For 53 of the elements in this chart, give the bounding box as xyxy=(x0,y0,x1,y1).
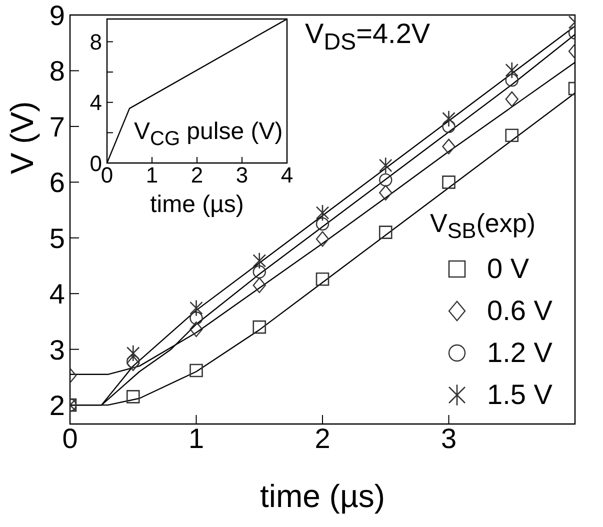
x-tick-label: 3 xyxy=(440,422,457,454)
x-tick-label: 2 xyxy=(314,422,330,454)
point xyxy=(316,272,330,286)
point xyxy=(442,110,456,128)
legend-label: 0.6 V xyxy=(487,295,552,328)
y-tick-label: 5 xyxy=(49,222,65,254)
point xyxy=(190,300,203,317)
point xyxy=(505,62,519,79)
point xyxy=(378,157,392,174)
point xyxy=(505,91,518,107)
point xyxy=(378,226,392,239)
point xyxy=(316,204,330,222)
x-axis-title: time (µs) xyxy=(150,191,244,218)
point xyxy=(252,320,266,334)
point xyxy=(252,265,266,278)
point xyxy=(190,364,203,378)
point xyxy=(505,128,519,142)
legend-label: 1.2 V xyxy=(487,337,552,370)
point xyxy=(252,252,266,270)
x-axis-title: time (µs) xyxy=(260,478,386,514)
point xyxy=(379,184,392,201)
y-tick-label: 6 xyxy=(49,167,65,198)
point xyxy=(442,176,456,189)
point xyxy=(126,355,140,372)
x-tick-label: 1 xyxy=(146,162,158,188)
legend-title: V$_{SB}$(exp) xyxy=(430,208,536,244)
y-tick-label: 9 xyxy=(49,0,65,31)
y-axis-title: V$_{CG}$ pulse (V) xyxy=(134,118,283,151)
y-tick-label: 4 xyxy=(90,90,102,116)
legend-label: 1.5 V xyxy=(487,379,552,412)
y-tick-label: 4 xyxy=(49,278,65,310)
y-axis-title: V (V) xyxy=(4,101,40,174)
y-tick-label: 7 xyxy=(49,111,65,142)
point xyxy=(505,74,518,87)
point xyxy=(126,344,140,362)
x-tick-label: 2 xyxy=(190,162,204,188)
point xyxy=(316,231,330,247)
x-tick-label: 3 xyxy=(236,162,248,188)
x-tick-label: 1 xyxy=(188,422,204,454)
point xyxy=(190,312,203,325)
point xyxy=(126,390,140,404)
point xyxy=(442,138,456,154)
point xyxy=(316,217,330,231)
legend-label: 0 V xyxy=(487,253,530,286)
y-tick-label: 2 xyxy=(49,390,65,421)
x-tick-label: 4 xyxy=(280,162,294,188)
y-tick-label: 8 xyxy=(49,56,65,87)
y-tick-label: 8 xyxy=(90,30,102,55)
point xyxy=(190,321,203,338)
point xyxy=(379,173,392,187)
annotation: V$_{DS}$=4.2V xyxy=(305,18,430,56)
point xyxy=(252,277,266,294)
y-tick-label: 3 xyxy=(49,334,65,366)
